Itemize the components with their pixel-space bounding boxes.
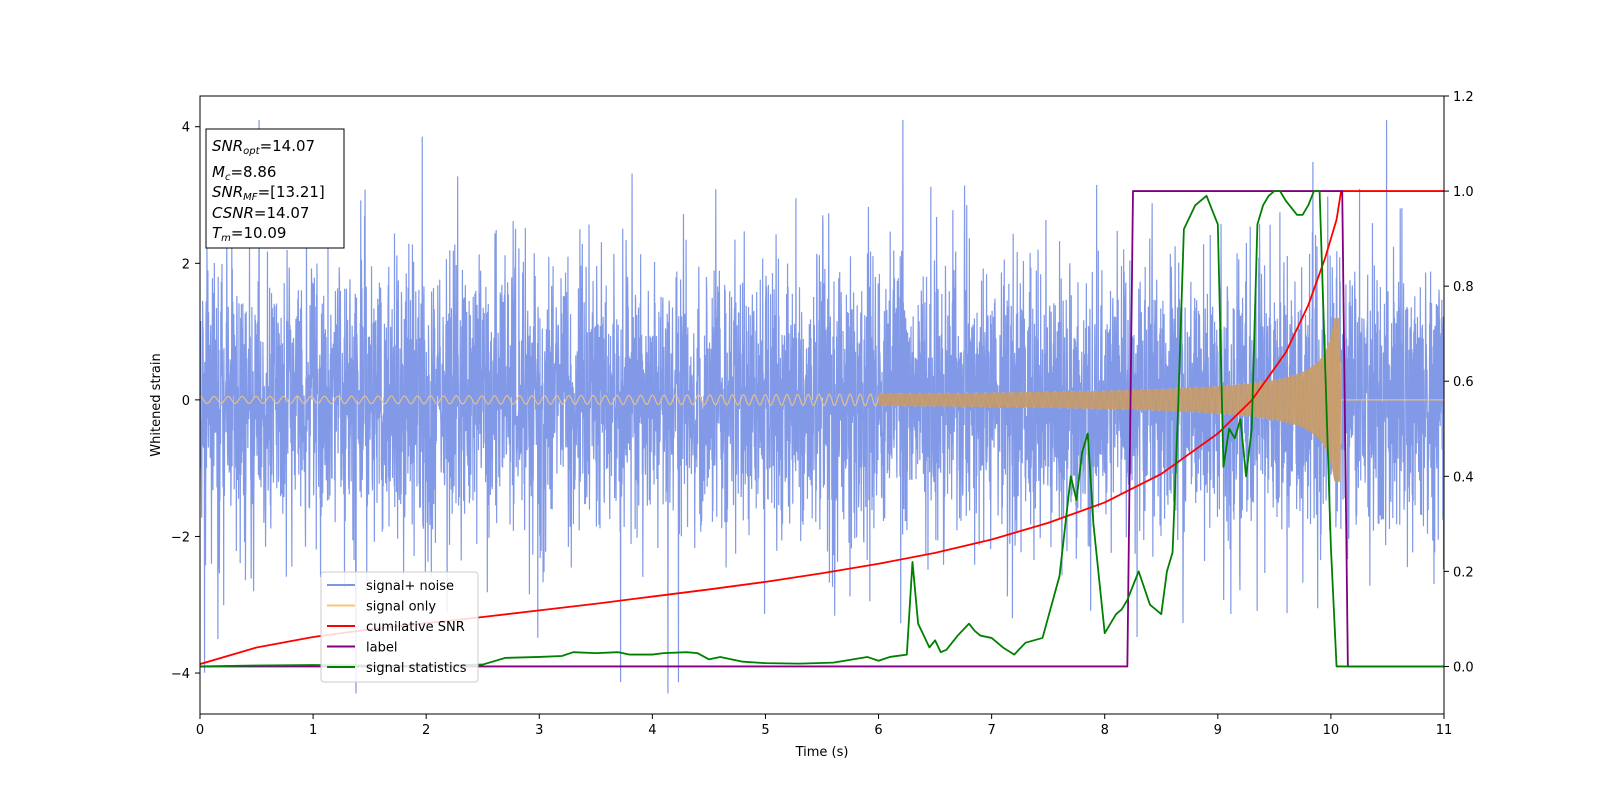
x-axis-label: Time (s) (795, 745, 849, 760)
info-box: SNRopt=14.07 Mc=8.86 SNRMF=[13.21] CSNR=… (205, 128, 345, 249)
y-tick-label: 0 (182, 394, 190, 409)
x-tick-label: 9 (1214, 723, 1222, 738)
y2-tick-label: 0.2 (1453, 565, 1474, 580)
x-tick-label: 6 (874, 723, 882, 738)
y-axis-ticks: −4 −2 0 2 4 (171, 121, 200, 682)
series-signal-only-envelope (878, 317, 1342, 482)
legend-label: cumilative SNR (366, 620, 465, 635)
y2-tick-label: 0.4 (1453, 470, 1474, 485)
y2-tick-label: 1.2 (1453, 90, 1474, 105)
x-tick-label: 10 (1323, 723, 1340, 738)
x-tick-label: 7 (987, 723, 995, 738)
legend-frame (320, 571, 479, 683)
legend-entries: signal+ noise signal only cumilative SNR la… (327, 579, 467, 676)
x-tick-label: 3 (535, 723, 543, 738)
x-tick-label: 1 (309, 723, 317, 738)
legend-label: signal only (366, 600, 436, 615)
x-tick-label: 8 (1101, 723, 1109, 738)
csnr-annotation: CSNR=14.07 (212, 204, 309, 222)
snr-mf-annotation: SNRMF=[13.21] (212, 183, 325, 203)
merger-time-annotation: Tm=10.09 (212, 224, 286, 244)
y-tick-label: 4 (182, 121, 190, 136)
legend-label: label (366, 641, 397, 656)
x-tick-label: 4 (648, 723, 656, 738)
x-tick-label: 11 (1436, 723, 1453, 738)
y2-axis-ticks: 0.0 0.2 0.4 0.6 0.8 1.0 1.2 (1444, 90, 1474, 675)
x-tick-label: 5 (761, 723, 769, 738)
plot-frame (199, 95, 1445, 715)
series-signal-statistics (200, 190, 1444, 668)
y-tick-label: 2 (182, 257, 190, 272)
legend-label: signal statistics (366, 661, 467, 676)
x-tick-label: 0 (196, 723, 204, 738)
y2-tick-label: 0.0 (1453, 660, 1474, 675)
legend-label: signal+ noise (366, 579, 454, 594)
y-tick-label: −4 (171, 667, 190, 682)
x-tick-label: 2 (422, 723, 430, 738)
chirp-mass-annotation: Mc=8.86 (212, 163, 276, 183)
y2-tick-label: 0.6 (1453, 375, 1474, 390)
info-box-frame (205, 128, 345, 249)
legend: signal+ noise signal only cumilative SNR la… (320, 571, 479, 683)
y-axis-label: Whitened strain (149, 353, 164, 456)
snr-opt-annotation: SNRopt=14.07 (212, 137, 315, 157)
y-tick-label: −2 (171, 530, 190, 545)
y2-tick-label: 1.0 (1453, 185, 1474, 200)
x-axis-ticks: 0 1 2 3 4 5 6 7 8 9 10 11 (196, 714, 1452, 738)
y2-tick-label: 0.8 (1453, 280, 1474, 295)
series-signal-plus-noise (200, 119, 1444, 694)
